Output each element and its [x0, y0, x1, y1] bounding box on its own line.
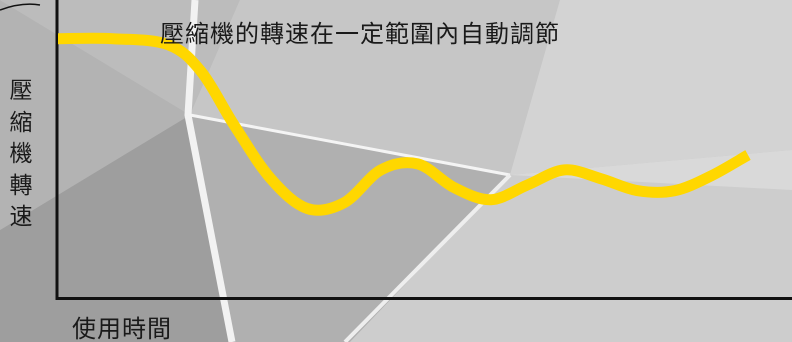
y-axis-label: 壓縮機轉速 [9, 78, 33, 230]
chart-title: 壓縮機的轉速在一定範圍內自動調節 [160, 20, 560, 48]
x-axis-label: 使用時間 [72, 315, 172, 342]
series-line-0 [57, 32, 751, 216]
